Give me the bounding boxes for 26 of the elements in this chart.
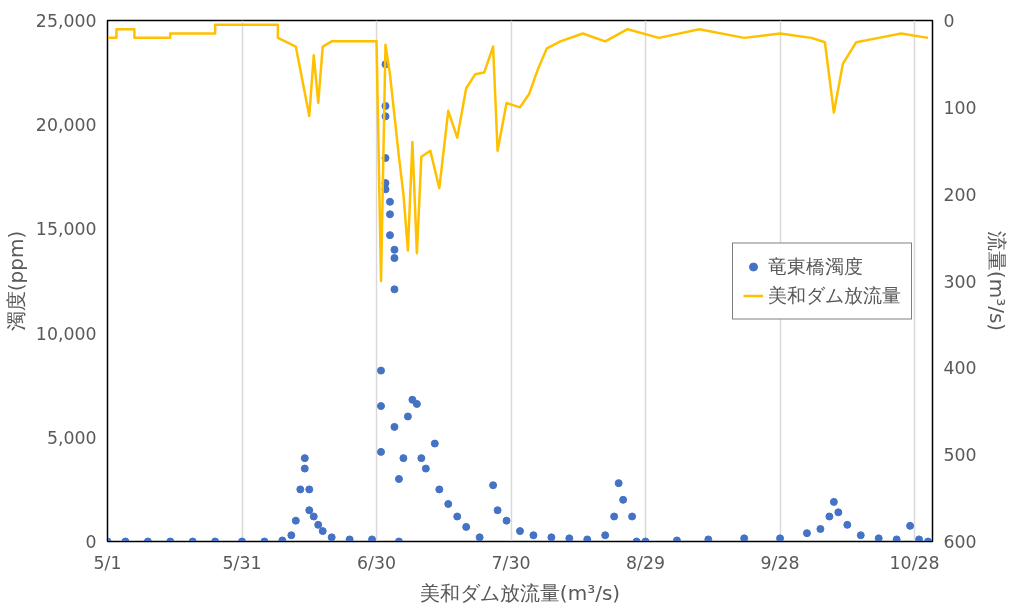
y-tick-label: 20,000 xyxy=(35,115,97,136)
y2-tick-label: 300 xyxy=(943,271,977,292)
y2-tick-label: 0 xyxy=(943,11,955,31)
y-axis-title: 濁度(ppm) xyxy=(3,230,28,332)
x-tick-label: 5/1 xyxy=(93,552,122,573)
x-tick-label: 10/28 xyxy=(889,552,940,573)
y2-tick-label: 200 xyxy=(943,184,977,205)
y-tick-label: 10,000 xyxy=(35,323,97,344)
legend-label: 竜東橋濁度 xyxy=(768,254,863,278)
x-tick-label: 9/28 xyxy=(760,552,800,573)
y-tick-label: 0 xyxy=(85,532,97,552)
y2-axis-title: 流量(m³/s) xyxy=(984,230,1009,332)
y-tick-label: 5,000 xyxy=(46,427,97,448)
legend-label: 美和ダム放流量 xyxy=(768,283,901,307)
y2-tick-label: 100 xyxy=(943,97,977,118)
x-tick-label: 8/29 xyxy=(626,552,666,573)
y-tick-label: 25,000 xyxy=(35,11,97,31)
line-series xyxy=(107,23,930,283)
x-tick-label: 7/30 xyxy=(491,552,531,573)
x-tick-label: 5/31 xyxy=(222,552,262,573)
y2-tick-label: 500 xyxy=(943,445,977,466)
y-tick-label: 15,000 xyxy=(35,219,97,240)
y2-tick-label: 600 xyxy=(943,532,977,552)
x-axis-title: 美和ダム放流量(m³/s) xyxy=(419,580,621,605)
x-tick-label: 6/30 xyxy=(357,552,396,573)
y2-tick-label: 400 xyxy=(943,358,977,379)
